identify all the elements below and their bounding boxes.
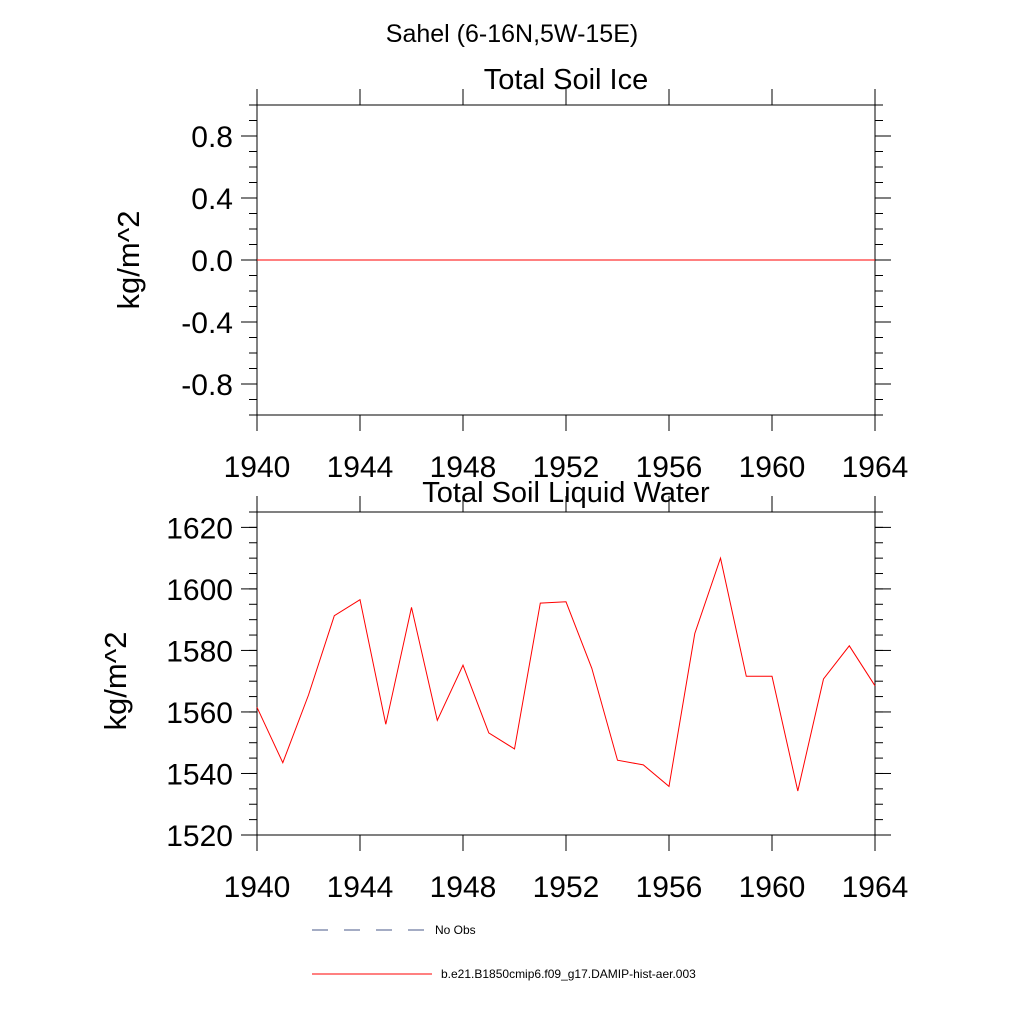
x-tick-label: 1964 — [842, 451, 909, 484]
legend-label-no-obs: No Obs — [435, 923, 476, 937]
plot-frame — [256, 511, 876, 836]
y-axis-label: kg/m^2 — [98, 632, 133, 731]
y-tick-label: 0.0 — [191, 245, 233, 278]
x-tick-label: 1960 — [739, 451, 806, 484]
panel-total-soil-ice: Total Soil Ice kg/m^2 1940 1944 1948 1952 19… — [111, 64, 908, 484]
figure-suptitle: Sahel (6-16N,5W-15E) — [386, 20, 638, 48]
x-tick-label: 1948 — [430, 871, 497, 904]
legend-label-model: b.e21.B1850cmip6.f09_g17.DAMIP-hist-aer.… — [441, 967, 696, 981]
legend: No Obs b.e21.B1850cmip6.f09_g17.DAMIP-hi… — [312, 923, 696, 981]
y-tick-label: 0.4 — [191, 183, 233, 216]
y-tick-label: 1580 — [166, 635, 233, 668]
x-tick-label: 1956 — [636, 451, 703, 484]
y-tick-label: 1600 — [166, 574, 233, 607]
y-tick-label: 1560 — [166, 697, 233, 730]
x-tick-label: 1948 — [430, 451, 497, 484]
x-tick-label: 1940 — [224, 871, 291, 904]
x-tick-label: 1952 — [533, 451, 600, 484]
x-tick-label: 1956 — [636, 871, 703, 904]
x-tick-label: 1944 — [327, 451, 394, 484]
y-tick-label: -0.8 — [181, 369, 233, 402]
series-line — [256, 556, 876, 792]
x-tick-label: 1960 — [739, 871, 806, 904]
x-tick-label: 1952 — [533, 871, 600, 904]
y-tick-label: 0.8 — [191, 121, 233, 154]
y-tick-label: 1520 — [166, 820, 233, 853]
y-tick-label: -0.4 — [181, 307, 233, 340]
y-axis-label: kg/m^2 — [111, 211, 146, 310]
y-tick-label: 1620 — [166, 512, 233, 545]
x-tick-label: 1964 — [842, 871, 909, 904]
x-tick-label: 1940 — [224, 451, 291, 484]
y-tick-label: 1540 — [166, 758, 233, 791]
panel-total-soil-liquid-water: Total Soil Liquid Water kg/m^2 1940 1944 1… — [98, 477, 908, 904]
x-tick-label: 1944 — [327, 871, 394, 904]
